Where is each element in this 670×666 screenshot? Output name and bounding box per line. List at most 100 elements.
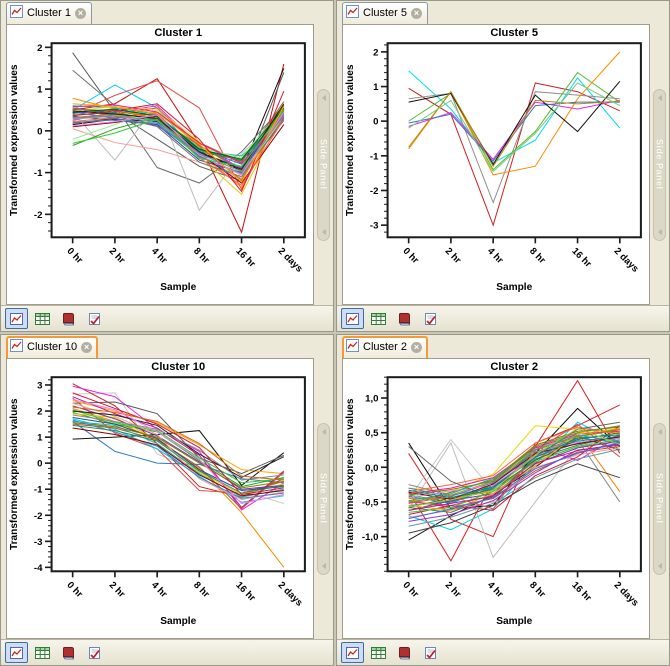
svg-text:16 hr: 16 hr [233,246,257,270]
svg-text:4 hr: 4 hr [149,580,169,600]
tab-cluster-5[interactable]: Cluster 5 × [342,2,429,24]
svg-text:2: 2 [37,43,42,54]
svg-text:2 days: 2 days [276,246,305,275]
side-panel-column: Side Panel [650,358,669,639]
tab-bar: Cluster 10 × [1,335,333,358]
svg-text:-4: -4 [34,563,43,574]
svg-text:-1: -1 [34,485,43,496]
graph-view-button[interactable] [5,308,28,329]
svg-text:16 hr: 16 hr [569,246,593,270]
svg-text:8 hr: 8 hr [191,580,211,600]
svg-text:2 days: 2 days [612,580,641,609]
view-panel-cluster-1: Cluster 1 × 2 1 0 -1 -2 0 hr 2 hr 4 hr 8 hr 16 hr… [0,0,334,332]
svg-text:Transformed expression values: Transformed expression values [9,398,20,550]
svg-text:2 days: 2 days [612,246,641,275]
svg-text:2 hr: 2 hr [443,580,463,600]
side-panel-label: Side Panel [654,139,665,190]
svg-text:-1: -1 [34,168,43,179]
side-panel-label: Side Panel [318,473,329,524]
close-icon[interactable]: × [411,7,423,19]
svg-text:8 hr: 8 hr [527,246,547,266]
svg-text:0: 0 [37,459,42,470]
svg-text:2 hr: 2 hr [107,246,127,266]
svg-text:-3: -3 [370,221,379,232]
tab-bar: Cluster 1 × [1,1,333,24]
view-content: 2 1 0 -1 -2 -3 0 hr 2 hr 4 hr 8 hr 16 hr 2 days Clus… [337,24,669,305]
table-view-button[interactable] [367,308,390,329]
cluster-10-line-chart: 3 2 1 0 -1 -2 -3 -4 0 hr 2 hr 4 hr 8 hr 16 hr 2 days C… [9,361,306,627]
graph-tab-icon [10,339,23,355]
svg-text:0 hr: 0 hr [400,580,420,600]
svg-text:0,5: 0,5 [365,428,379,439]
cluster-2-line-chart: 1,0 0,5 0,0 -0,5 -1,0 0 hr 2 hr 4 hr 8 hr 16 hr 2 … [345,361,642,627]
svg-text:1: 1 [373,82,379,93]
side-panel-toggle[interactable]: Side Panel [317,422,330,575]
history-book-button[interactable] [57,642,80,663]
svg-text:0 hr: 0 hr [64,246,84,266]
graph-view-button[interactable] [341,308,364,329]
chart-view-area: 2 1 0 -1 -2 0 hr 2 hr 4 hr 8 hr 16 hr 2 days Cluste… [6,24,314,305]
svg-text:-0,5: -0,5 [362,497,379,508]
graph-view-button[interactable] [5,642,28,663]
collapse-arrow-icon [657,562,662,569]
tab-label: Cluster 10 [27,341,78,353]
table-view-button[interactable] [367,642,390,663]
side-panel-toggle[interactable]: Side Panel [317,88,330,241]
svg-text:Cluster 2: Cluster 2 [490,361,538,373]
svg-text:-2: -2 [34,210,43,221]
close-icon[interactable]: × [81,341,93,353]
svg-text:2: 2 [373,47,378,58]
svg-text:1,0: 1,0 [365,394,378,405]
view-toolbar [337,639,669,665]
svg-text:4 hr: 4 hr [149,246,169,266]
graph-view-button[interactable] [341,642,364,663]
view-content: 1,0 0,5 0,0 -0,5 -1,0 0 hr 2 hr 4 hr 8 hr 16 hr 2 … [337,358,669,639]
tab-label: Cluster 2 [363,341,408,353]
svg-text:8 hr: 8 hr [191,246,211,266]
svg-text:Sample: Sample [496,282,532,293]
tab-label: Cluster 5 [363,7,408,19]
svg-text:16 hr: 16 hr [569,580,593,604]
svg-text:Cluster 10: Cluster 10 [151,361,205,373]
side-panel-toggle[interactable]: Side Panel [653,88,666,241]
graph-tab-icon [346,5,359,21]
collapse-arrow-icon [657,94,662,101]
view-content: 3 2 1 0 -1 -2 -3 -4 0 hr 2 hr 4 hr 8 hr 16 hr 2 days C… [1,358,333,639]
view-panel-cluster-2: Cluster 2 × 1,0 0,5 0,0 -0,5 -1,0 0 hr 2 hr 4 h… [336,334,670,666]
svg-text:Sample: Sample [160,282,196,293]
element-info-button[interactable] [83,642,106,663]
chart-view-area: 2 1 0 -1 -2 -3 0 hr 2 hr 4 hr 8 hr 16 hr 2 days Clus… [342,24,650,305]
svg-text:4 hr: 4 hr [485,580,505,600]
chart-view-area: 3 2 1 0 -1 -2 -3 -4 0 hr 2 hr 4 hr 8 hr 16 hr 2 days C… [6,358,314,639]
history-book-button[interactable] [393,642,416,663]
svg-text:3: 3 [37,381,42,392]
svg-text:2 days: 2 days [276,580,305,609]
element-info-button[interactable] [419,642,442,663]
tab-cluster-1[interactable]: Cluster 1 × [6,2,93,24]
tab-label: Cluster 1 [27,7,72,19]
svg-text:0: 0 [373,117,378,128]
side-panel-column: Side Panel [650,24,669,305]
tab-cluster-2[interactable]: Cluster 2 × [342,336,429,358]
element-info-button[interactable] [83,308,106,329]
cluster-1-line-chart: 2 1 0 -1 -2 0 hr 2 hr 4 hr 8 hr 16 hr 2 days Cluste… [9,27,306,293]
close-icon[interactable]: × [411,341,423,353]
svg-text:8 hr: 8 hr [527,580,547,600]
close-icon[interactable]: × [75,7,87,19]
history-book-button[interactable] [57,308,80,329]
side-panel-toggle[interactable]: Side Panel [653,422,666,575]
view-panel-cluster-10: Cluster 10 × 3 2 1 0 -1 -2 -3 -4 0 hr 2 hr 4 hr 8 h… [0,334,334,666]
collapse-arrow-icon [657,228,662,235]
collapse-arrow-icon [657,428,662,435]
history-book-button[interactable] [393,308,416,329]
side-panel-column: Side Panel [314,358,333,639]
svg-text:Transformed expression values: Transformed expression values [9,64,20,216]
view-panel-cluster-5: Cluster 5 × 2 1 0 -1 -2 -3 0 hr 2 hr 4 hr 8 hr 16 … [336,0,670,332]
table-view-button[interactable] [31,308,54,329]
side-panel-column: Side Panel [314,24,333,305]
tab-cluster-10[interactable]: Cluster 10 × [6,336,99,358]
tab-bar: Cluster 2 × [337,335,669,358]
svg-text:Sample: Sample [496,616,532,627]
element-info-button[interactable] [419,308,442,329]
table-view-button[interactable] [31,642,54,663]
